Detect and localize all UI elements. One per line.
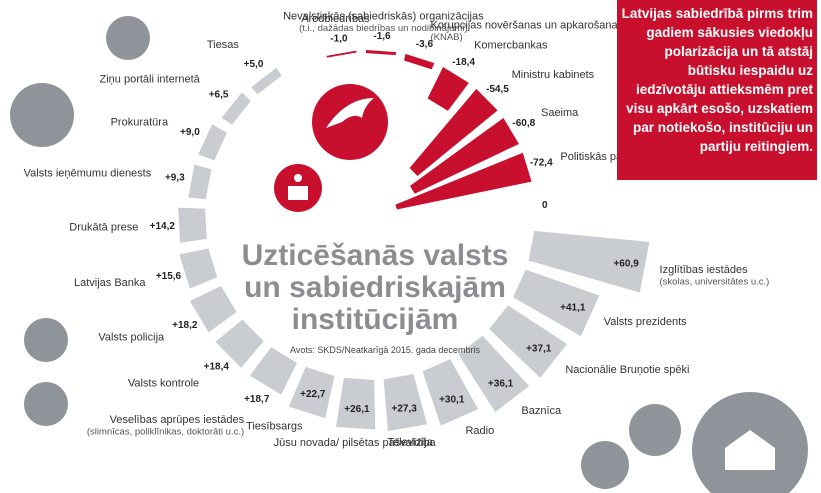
bar [383, 374, 428, 432]
bar [198, 124, 227, 161]
value-label: +27,3 [392, 404, 418, 415]
value-label: +30,1 [439, 395, 465, 406]
value-label: -18,4 [452, 57, 475, 68]
value-label: +36,1 [488, 379, 514, 390]
category-label: Veselības aprūpes iestādes [110, 414, 245, 426]
bar [427, 67, 469, 111]
category-label: Baznīca [521, 405, 562, 417]
bar [336, 377, 376, 430]
value-label: +15,6 [156, 271, 182, 282]
podium [288, 186, 308, 200]
value-label: +18,7 [244, 394, 270, 405]
hospital-icon [24, 382, 68, 426]
bar [528, 230, 650, 293]
value-label: +9,0 [180, 127, 200, 138]
value-label: +9,3 [165, 173, 185, 184]
bar [188, 164, 212, 200]
bar [251, 67, 282, 95]
value-label: +6,5 [209, 89, 229, 100]
bar [326, 50, 357, 58]
tv-icon [581, 441, 629, 489]
category-label: Drukātā prese [69, 221, 138, 233]
category-label: Ziņu portāli internetā [100, 74, 201, 86]
value-label: +18,4 [204, 361, 230, 372]
police-icon [24, 318, 68, 362]
bar [489, 305, 568, 378]
value-label: +26,1 [344, 404, 370, 415]
podium-head [294, 174, 302, 182]
gavel-icon [106, 16, 150, 60]
bar [189, 286, 237, 333]
bar [395, 152, 532, 210]
category-label: Ministru kabinets [512, 69, 595, 81]
bar [249, 347, 297, 395]
value-label: +60,9 [613, 258, 639, 269]
bar [513, 269, 600, 337]
category-label: Valsts prezidents [604, 316, 687, 328]
category-label: Valsts policija [98, 331, 165, 343]
source: Avots: SKDS/Neatkarīgā 2015. gada decemb… [290, 345, 480, 355]
value-label: -1,0 [330, 33, 348, 44]
value-label: -54,5 [486, 84, 509, 95]
category-label: Radio [465, 425, 494, 437]
bar [422, 359, 479, 426]
category-label: Valsts ieņēmumu dienests [24, 167, 152, 179]
value-label: -3,6 [416, 39, 434, 50]
zero-label: 0 [542, 200, 548, 211]
category-label: Latvijas Banka [74, 277, 146, 289]
category-note: (KNAB) [430, 32, 462, 43]
value-label: +18,2 [172, 320, 198, 331]
coins-icon [10, 83, 74, 147]
category-note: (t.i., dažādas biedrības un nodibinājumi… [299, 23, 467, 34]
church [725, 430, 775, 470]
category-label: Saeima [541, 107, 579, 119]
bar [221, 92, 251, 125]
value-label: -60,8 [512, 118, 535, 129]
logo [312, 84, 388, 160]
category-label: Prokuratūra [111, 116, 169, 128]
value-label: +5,0 [244, 59, 264, 70]
category-label: Televīzija [387, 436, 433, 448]
category-label: Jūsu novada/ pilsētas pašvaldība [274, 437, 437, 449]
value-label: +14,2 [150, 221, 176, 232]
chart-title: Uzticēšanās valsts un sabiedriskajām ins… [241, 239, 509, 336]
category-label: Nacionālie Bruņotie spēki [565, 364, 689, 376]
value-label: -72,4 [530, 158, 553, 169]
category-label: Valsts kontrole [128, 377, 199, 389]
bar [178, 207, 207, 243]
bar [365, 50, 397, 56]
bar [458, 335, 530, 413]
category-label: Komercbankas [474, 39, 548, 51]
bar [179, 248, 218, 289]
radio-icon [629, 404, 681, 456]
callout: Latvijas sabiedrībā pirms trim gadiem sā… [617, 0, 817, 180]
bar [288, 366, 335, 419]
category-label: Arodbiedrības [301, 13, 370, 25]
value-label: +37,1 [526, 344, 552, 355]
bar [409, 88, 498, 177]
bar [404, 53, 435, 70]
value-label: -1,6 [373, 31, 391, 42]
bar [410, 117, 519, 194]
category-label: Tiesas [207, 39, 239, 51]
bar [215, 319, 264, 368]
category-note: (slimnīcas, poliklīnikas, doktorāti u.c.… [87, 427, 244, 438]
category-label: Izglītības iestādes [660, 264, 749, 276]
value-label: +41,1 [560, 303, 586, 314]
category-label: Korupcijas novēršanas un apkarošanas bir… [430, 19, 652, 31]
category-label: Nevalstiskās (sabiedriskās) organizācija… [283, 10, 484, 22]
category-note: (skolas, universitātes u.c.) [660, 277, 770, 288]
value-label: +22,7 [300, 389, 326, 400]
eagle-icon [326, 98, 374, 128]
category-label: Tiesībsargs [246, 421, 303, 433]
